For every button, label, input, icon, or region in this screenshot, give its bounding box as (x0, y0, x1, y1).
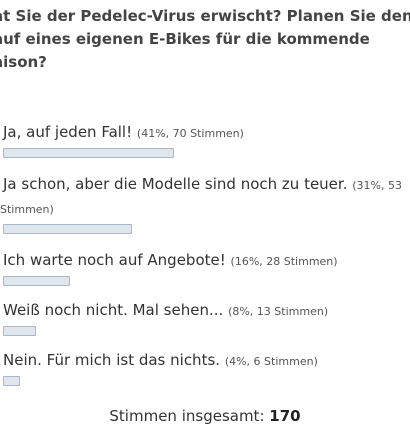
poll-result-bar (3, 326, 36, 336)
poll-answer: Nein. Für mich ist das nichts. (4%, 6 St… (0, 349, 410, 386)
poll-answer-label: Ich warte noch auf Angebote! (3, 251, 226, 269)
poll-answer-result: (41%, 70 Stimmen) (136, 127, 244, 140)
poll-question-line: at Sie der Pedelec-Virus erwischt? Plane… (0, 7, 410, 25)
poll-answer-label: Weiß noch nicht. Mal sehen... (3, 301, 224, 319)
poll-answer-label: Ja schon, aber die Modelle sind noch zu … (3, 175, 348, 193)
poll-answer-text: Ja schon, aber die Modelle sind noch zu … (3, 173, 410, 197)
poll-answer-result: (8%, 13 Stimmen) (228, 305, 329, 318)
poll-answer-text-cont: Stimmen) (0, 197, 410, 221)
poll-answer-label: Ja, auf jeden Fall! (3, 123, 133, 141)
poll-answer: Ja schon, aber die Modelle sind noch zu … (0, 173, 410, 234)
poll-question-line: auf eines eigenen E-Bikes für die kommen… (0, 30, 370, 48)
poll-answer-result: (16%, 28 Stimmen) (230, 255, 338, 268)
poll-answer: Weiß noch nicht. Mal sehen... (8%, 13 St… (0, 299, 410, 336)
poll-answer-result-cont: Stimmen) (0, 203, 54, 216)
poll-answer: Ich warte noch auf Angebote! (16%, 28 St… (0, 249, 410, 286)
poll-total-value: 170 (269, 407, 301, 425)
poll-question-line: aison? (0, 53, 47, 71)
poll-result-bar (3, 224, 132, 234)
poll-result-bar (3, 148, 174, 158)
poll-answer-text: Ich warte noch auf Angebote! (16%, 28 St… (3, 249, 410, 273)
poll-answer-result: (31%, 53 (352, 179, 402, 192)
poll-total: Stimmen insgesamt: 170 (0, 407, 410, 425)
poll-answer-result: (4%, 6 Stimmen) (224, 355, 318, 368)
poll-result-bar (3, 376, 20, 386)
poll-answer-text: Nein. Für mich ist das nichts. (4%, 6 St… (3, 349, 410, 373)
poll-answer-text: Ja, auf jeden Fall! (41%, 70 Stimmen) (3, 121, 410, 145)
poll-answer-text: Weiß noch nicht. Mal sehen... (8%, 13 St… (3, 299, 410, 323)
poll-result-bar (3, 276, 70, 286)
poll-total-label: Stimmen insgesamt: (109, 407, 265, 425)
poll-answer-label: Nein. Für mich ist das nichts. (3, 351, 221, 369)
poll-question: at Sie der Pedelec-Virus erwischt? Plane… (0, 5, 410, 74)
poll-answer: Ja, auf jeden Fall! (41%, 70 Stimmen) (0, 121, 410, 158)
